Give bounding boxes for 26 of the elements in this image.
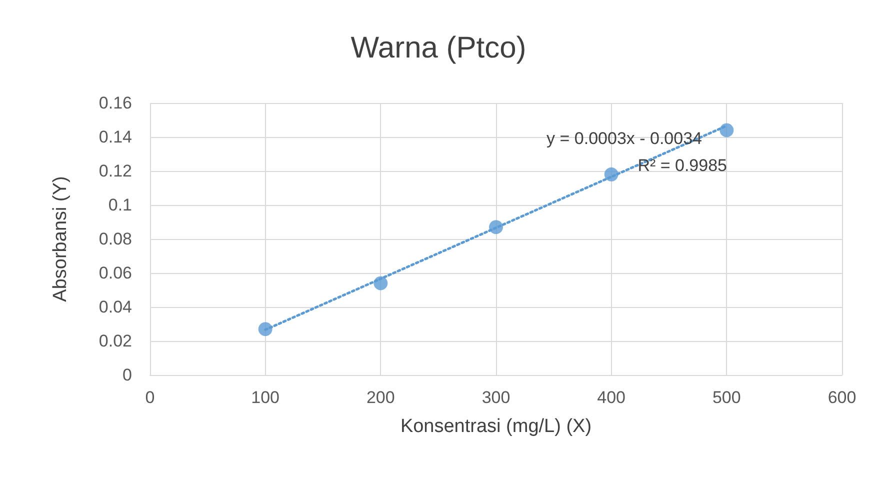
y-tick-label: 0.12 <box>98 162 132 180</box>
y-tick-label: 0.1 <box>108 196 132 214</box>
x-tick-label: 600 <box>828 388 856 407</box>
y-tick-label: 0.14 <box>98 128 132 146</box>
x-tick-label: 100 <box>251 388 280 407</box>
point <box>374 276 388 290</box>
y-tick-label: 0.06 <box>98 264 132 282</box>
y-axis-title: Absorbansi (Y) <box>50 176 71 302</box>
x-tick-label: 0 <box>145 388 155 407</box>
point <box>604 167 618 182</box>
y-tick-label: 0.04 <box>98 298 132 316</box>
y-tick-label: 0.08 <box>98 230 132 248</box>
x-tick-label: 500 <box>712 388 741 407</box>
point <box>720 123 734 138</box>
x-tick-label: 200 <box>366 388 395 407</box>
x-tick-label: 300 <box>482 388 510 407</box>
annotation: y = 0.0003x - 0.0034 <box>546 129 702 148</box>
annotation: R² = 0.9985 <box>638 156 728 175</box>
x-axis-title: Konsentrasi (mg/L) (X) <box>400 416 592 437</box>
point <box>489 220 503 234</box>
chart-title: Warna (Ptco) <box>350 32 526 64</box>
y-tick-label: 0.02 <box>98 332 132 350</box>
y-tick-label: 0 <box>122 366 132 384</box>
x-tick-label: 400 <box>597 388 626 407</box>
y-tick-label: 0.16 <box>98 94 132 112</box>
point <box>258 322 272 336</box>
